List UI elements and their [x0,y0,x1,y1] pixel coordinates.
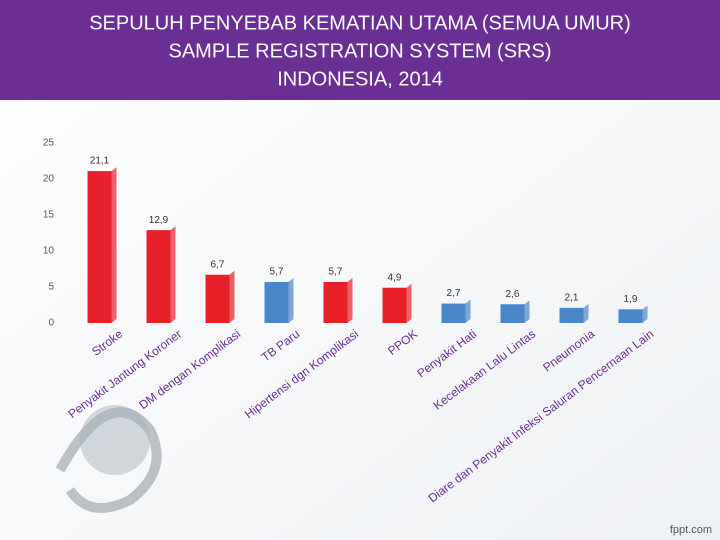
bar-side [347,277,353,323]
value-label: 12,9 [149,215,169,226]
bar [323,281,348,323]
watermark: fppt.com [670,524,712,536]
y-tick-label: 10 [43,246,55,257]
bar [618,309,643,323]
title-line: INDONESIA, 2014 [277,68,443,90]
value-label: 5,7 [270,267,284,278]
stethoscope-head [80,405,150,475]
value-label: 2,6 [506,289,520,300]
bar-side [170,226,176,323]
bar-side [111,167,117,323]
bar-side [524,300,530,323]
bar-side [583,303,589,323]
value-label: 5,7 [329,267,343,278]
bar-side [406,283,412,323]
value-label: 4,9 [388,272,402,283]
y-tick-label: 20 [43,174,55,185]
title-line: SAMPLE REGISTRATION SYSTEM (SRS) [168,40,551,62]
title-line: SEPULUH PENYEBAB KEMATIAN UTAMA (SEMUA U… [89,12,631,34]
value-label: 2,1 [565,293,579,304]
bar-side [288,277,294,323]
bar-side [465,299,471,323]
bar [382,287,407,323]
bar [205,274,230,323]
bar [500,304,525,323]
bar [559,307,584,323]
bar-side [642,305,648,323]
y-tick-label: 5 [48,282,54,293]
bar-side [229,270,235,323]
header-band [0,0,720,100]
value-label: 2,7 [447,288,461,299]
y-tick-label: 0 [48,318,54,329]
bar [441,303,466,323]
bar [146,230,171,323]
y-tick-label: 15 [43,210,55,221]
y-tick-label: 25 [43,138,55,149]
value-label: 21,1 [90,156,110,167]
bar [87,171,112,323]
value-label: 6,7 [211,259,225,270]
value-label: 1,9 [624,294,638,305]
bar [264,281,289,323]
